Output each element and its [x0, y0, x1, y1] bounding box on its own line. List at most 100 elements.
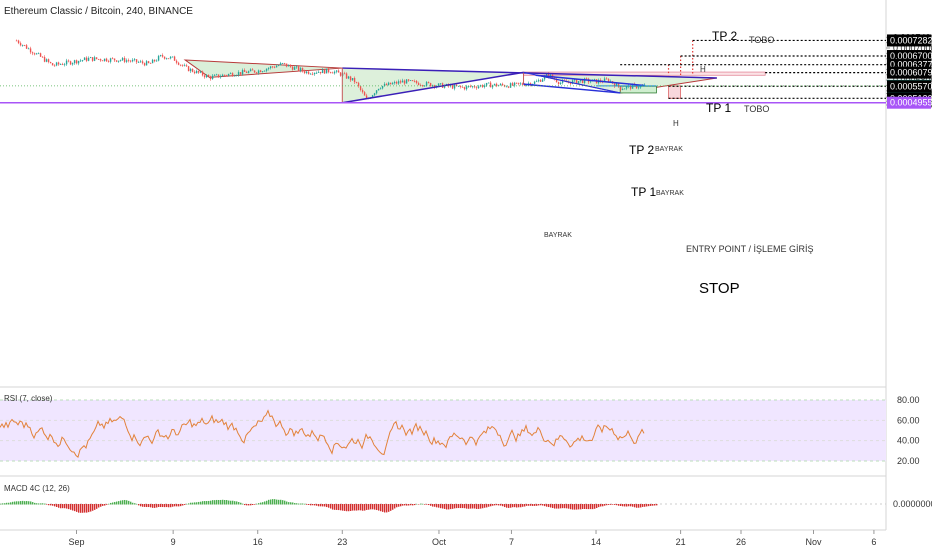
- macd-bar: [292, 502, 294, 505]
- macd-bar: [518, 504, 520, 508]
- candle-body: [643, 84, 646, 86]
- candle-body: [333, 71, 336, 74]
- macd-bar: [348, 504, 350, 512]
- macd-bar: [218, 499, 220, 505]
- candle-body: [297, 66, 300, 71]
- candle-body: [187, 66, 190, 72]
- candle-body: [567, 82, 570, 83]
- macd-bar: [516, 504, 518, 508]
- candle-body: [199, 71, 202, 73]
- candle-body: [291, 66, 294, 70]
- candle-body: [355, 82, 358, 83]
- candle-body: [375, 90, 378, 94]
- macd-bar: [654, 504, 656, 506]
- macd-bar: [116, 501, 118, 505]
- macd-bar: [66, 504, 68, 509]
- macd-bar: [208, 500, 210, 505]
- macd-bar: [524, 504, 526, 507]
- macd-bar: [254, 504, 256, 505]
- candle-body: [19, 43, 22, 46]
- candle-body: [511, 83, 514, 86]
- candle-body: [411, 80, 414, 82]
- price-tick-label: 0.0007000: [893, 43, 932, 53]
- triangle-1: [183, 59, 343, 78]
- macd-bar: [172, 504, 174, 507]
- macd-bar: [374, 504, 376, 510]
- candle-body: [555, 79, 558, 83]
- macd-bar: [34, 502, 36, 505]
- candle-body: [455, 84, 458, 87]
- candle-body: [581, 80, 584, 83]
- macd-bar: [324, 504, 326, 507]
- macd-bar: [428, 504, 430, 506]
- macd-bar: [472, 504, 474, 509]
- candle-body: [211, 75, 214, 80]
- candle-body: [109, 58, 112, 62]
- macd-bar: [514, 504, 516, 508]
- candle-body: [409, 80, 412, 82]
- macd-bar: [426, 504, 428, 505]
- macd-bar: [404, 504, 406, 506]
- candle-body: [285, 63, 288, 67]
- macd-bar: [612, 504, 614, 505]
- macd-bar: [222, 499, 224, 505]
- macd-bar: [112, 502, 114, 505]
- candle-body: [161, 55, 164, 57]
- price-axis[interactable]: 0.00074000.00072000.00070000.00068000.00…: [886, 32, 932, 110]
- candle-body: [615, 83, 618, 87]
- candle-body: [547, 73, 550, 77]
- macd-bar: [342, 504, 344, 511]
- candle-body: [227, 73, 230, 76]
- candle-body: [493, 83, 496, 86]
- macd-bar: [52, 504, 54, 506]
- candle-body: [167, 58, 170, 60]
- candle-body: [331, 72, 334, 74]
- candle-body: [317, 71, 320, 73]
- macd-bar: [442, 504, 444, 509]
- candle-body: [577, 81, 580, 84]
- macd-bar: [334, 504, 336, 510]
- macd-bar: [120, 500, 122, 505]
- candle-body: [635, 84, 638, 89]
- macd-bar: [582, 504, 584, 510]
- time-axis[interactable]: Sep 9 16 23 Oct 7 14 21 26 Nov 6: [68, 530, 876, 547]
- candle-body: [585, 78, 588, 80]
- candle-body: [235, 75, 238, 76]
- candle-body: [127, 60, 130, 62]
- macd-bar: [548, 504, 550, 508]
- macd-bar: [18, 501, 20, 505]
- candle-body: [521, 83, 524, 85]
- candle-body: [307, 71, 310, 74]
- macd-bar: [550, 504, 552, 508]
- candle-body: [513, 82, 516, 86]
- macd-bar: [496, 504, 498, 506]
- candle-body: [421, 85, 424, 86]
- macd-bar: [124, 499, 126, 505]
- macd-bar: [362, 504, 364, 511]
- macd-bar: [564, 504, 566, 509]
- candle-body: [269, 66, 272, 69]
- macd-bar: [72, 504, 74, 511]
- macd-bar: [376, 504, 378, 511]
- candle-body: [133, 59, 136, 61]
- macd-bar: [388, 504, 390, 512]
- macd-bar: [558, 504, 560, 509]
- candle-body: [39, 53, 42, 57]
- candle-body: [169, 56, 172, 59]
- time-tick-label: Sep: [68, 537, 84, 547]
- macd-bar: [338, 504, 340, 511]
- candle-body: [259, 70, 262, 73]
- macd-bar: [106, 504, 108, 505]
- macd-bar: [608, 504, 610, 505]
- macd-bar: [340, 504, 342, 511]
- candle-body: [27, 48, 30, 50]
- macd-bar: [610, 504, 612, 505]
- time-tick-label: 21: [676, 537, 686, 547]
- candle-body: [255, 72, 258, 74]
- macd-bar: [70, 504, 72, 510]
- candle-body: [481, 85, 484, 88]
- candle-body: [365, 95, 368, 99]
- candle-body: [423, 85, 426, 87]
- tp2-bayrak-label: TP 2: [629, 143, 654, 157]
